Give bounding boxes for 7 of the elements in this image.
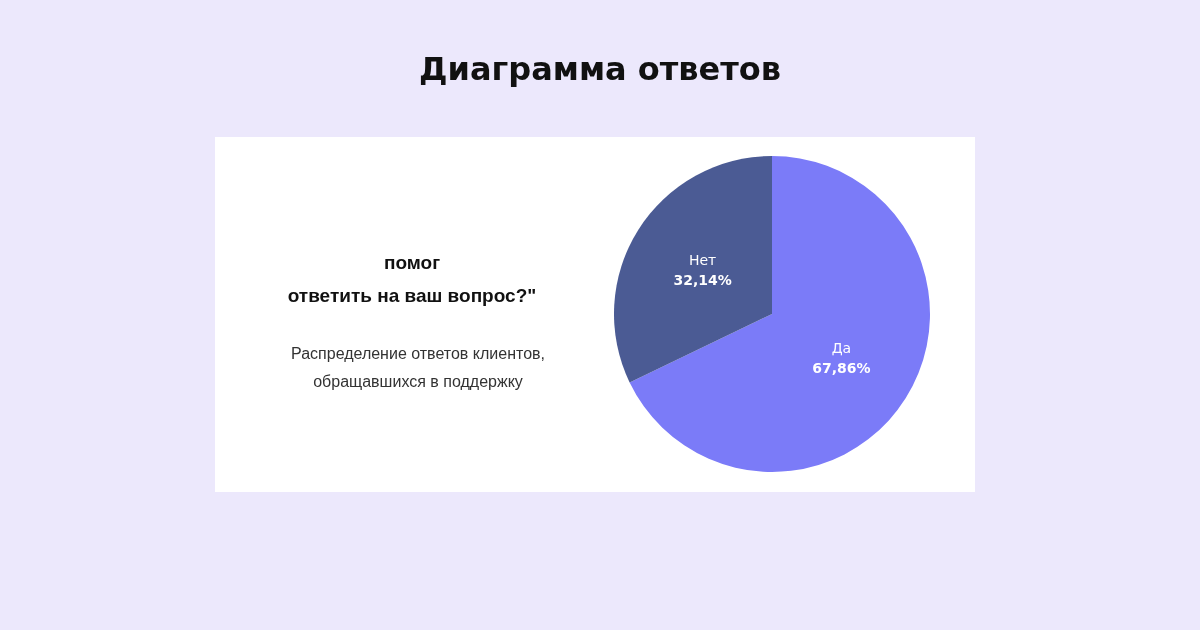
text: Распределение ответов клиентов, обращавшихся в поддержку [291,344,545,390]
data-label: 67,86% [812,359,871,376]
text: помог ответить на ваш вопрос?" [287,252,537,306]
slice-label: Нет [688,252,717,269]
slice-label: Да [831,339,852,356]
data-label: 32,14% [673,272,732,289]
chart-title: Диаграмма ответов [418,50,782,88]
